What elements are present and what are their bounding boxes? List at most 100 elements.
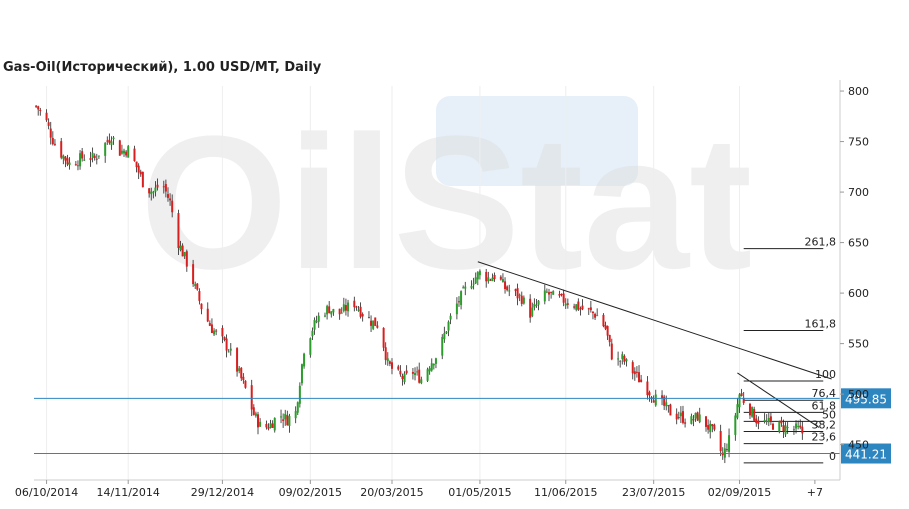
candle-down (148, 188, 151, 194)
candle-down (252, 407, 255, 415)
candle-down (74, 164, 77, 166)
candle-down (782, 425, 785, 432)
candle-up (386, 358, 389, 362)
candle-down (610, 343, 613, 360)
candle-up (522, 297, 525, 304)
candle-up (357, 309, 360, 311)
candle-down (638, 372, 641, 383)
candle-up (518, 294, 521, 296)
candle-down (581, 305, 584, 310)
candle-down (355, 306, 358, 308)
candle-down (35, 105, 38, 107)
price-label-box (841, 443, 891, 464)
candle-down (681, 411, 684, 423)
candle-down (64, 156, 67, 161)
candle-up (792, 429, 795, 431)
candle-down (769, 416, 772, 422)
candle-down (589, 307, 592, 311)
candle-up (150, 191, 153, 195)
candle-up (665, 402, 668, 407)
candle-down (514, 289, 517, 291)
candle-down (692, 419, 695, 421)
candle-up (300, 364, 303, 384)
candle-down (196, 283, 199, 290)
candle-down (374, 317, 377, 326)
candle-down (135, 161, 138, 168)
candle-down (265, 423, 268, 428)
candle-down (594, 313, 597, 318)
candle-down (210, 324, 213, 333)
candle-up (765, 421, 768, 423)
candle-down (353, 300, 356, 308)
candles (35, 105, 804, 464)
price-label: 495.85 (845, 392, 887, 406)
candle-down (133, 148, 136, 162)
candle-down (177, 213, 180, 249)
candle-down (669, 404, 672, 416)
candle-up (254, 413, 257, 416)
candle-up (679, 412, 682, 417)
candle-up (455, 303, 458, 315)
candle-up (621, 354, 624, 359)
candle-up (303, 353, 306, 367)
candle-down (485, 271, 488, 282)
candle-up (531, 307, 534, 317)
candle-down (780, 420, 783, 424)
candle-up (751, 407, 754, 417)
fib-level-label: 61,8 (812, 399, 837, 412)
candle-down (608, 334, 611, 343)
candle-up (617, 358, 620, 360)
candle-down (801, 426, 804, 434)
candle-up (104, 142, 107, 156)
candle-up (778, 421, 781, 432)
candle-down (286, 415, 289, 426)
candle-down (81, 151, 84, 159)
candle-up (284, 413, 287, 420)
candle-down (652, 400, 655, 403)
candle-down (45, 112, 48, 121)
candle-down (707, 425, 710, 430)
candle-down (520, 295, 523, 304)
candle-down (411, 371, 414, 374)
candle-up (797, 425, 800, 427)
y-tick-label: 650 (848, 237, 869, 250)
candle-down (388, 361, 391, 364)
candle-up (619, 360, 622, 362)
candle-up (447, 321, 450, 331)
candle-down (602, 314, 605, 327)
candle-down (648, 392, 651, 396)
candle-down (206, 308, 209, 322)
candle-up (326, 306, 329, 315)
candle-up (294, 411, 297, 419)
candle-down (236, 348, 239, 372)
candle-down (66, 158, 69, 165)
candle-down (166, 194, 169, 198)
candle-down (696, 412, 699, 421)
candle-up (420, 379, 423, 384)
x-tick-label: 01/05/2015 (448, 486, 511, 499)
candle-down (39, 109, 42, 111)
candle-down (208, 323, 211, 326)
watermark-stat-box (436, 96, 638, 186)
candle-down (399, 370, 402, 375)
candle-down (139, 171, 142, 175)
candle-up (414, 372, 417, 376)
candle-down (560, 294, 563, 296)
candle-up (784, 425, 787, 435)
candle-down (93, 155, 96, 159)
candle-down (359, 306, 362, 317)
candle-down (367, 317, 370, 319)
candle-down (118, 140, 121, 156)
candle-down (640, 379, 643, 382)
candle-up (62, 155, 65, 159)
candle-up (709, 423, 712, 433)
x-tick-label: 23/07/2015 (622, 486, 685, 499)
candle-down (587, 308, 590, 310)
candle-up (194, 284, 197, 287)
candle-up (445, 331, 448, 334)
candle-up (110, 141, 113, 145)
candle-down (181, 245, 184, 257)
candle-down (772, 423, 775, 430)
candle-up (552, 291, 555, 295)
candle-down (506, 286, 509, 291)
